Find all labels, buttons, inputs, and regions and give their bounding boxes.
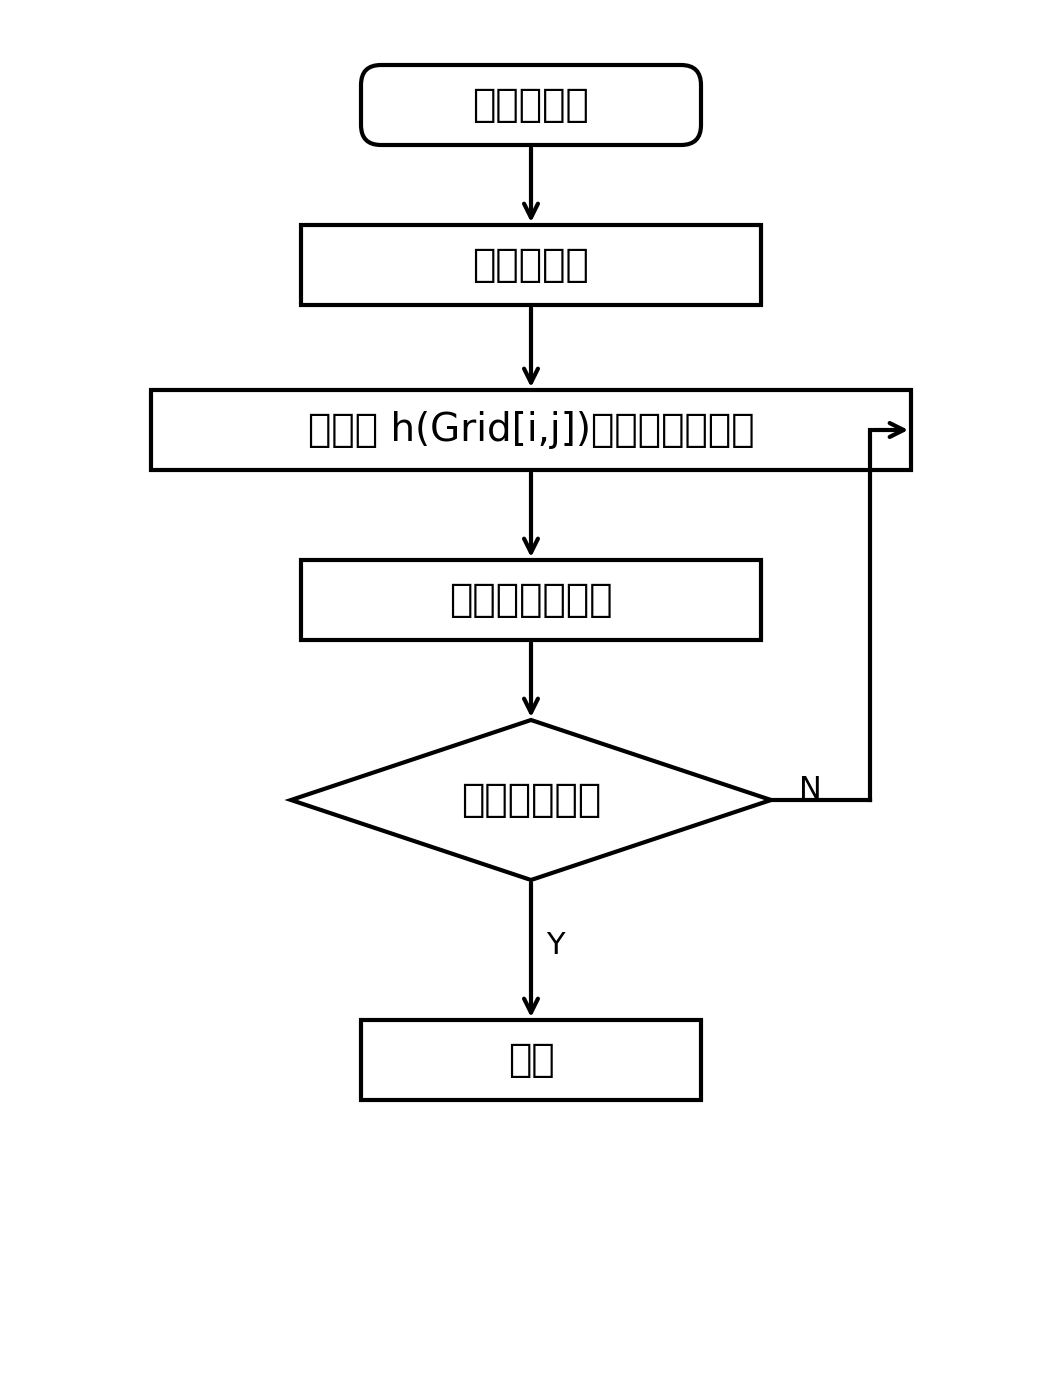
Text: N: N	[799, 776, 821, 805]
FancyBboxPatch shape	[301, 225, 761, 305]
Text: 是否达到目标: 是否达到目标	[461, 781, 601, 819]
Text: Y: Y	[546, 930, 564, 959]
Text: 向自由栅格运动: 向自由栅格运动	[449, 582, 613, 619]
Text: 选出使 h(Grid[i,j])最小的自由栅格: 选出使 h(Grid[i,j])最小的自由栅格	[308, 411, 754, 449]
FancyBboxPatch shape	[301, 559, 761, 639]
Text: 初始化栅格: 初始化栅格	[473, 247, 589, 284]
FancyBboxPatch shape	[151, 390, 911, 470]
FancyBboxPatch shape	[361, 1020, 701, 1100]
Text: 栅格化场地: 栅格化场地	[473, 85, 589, 124]
Text: 结束: 结束	[508, 1040, 554, 1079]
FancyBboxPatch shape	[361, 65, 701, 145]
Polygon shape	[291, 719, 771, 881]
